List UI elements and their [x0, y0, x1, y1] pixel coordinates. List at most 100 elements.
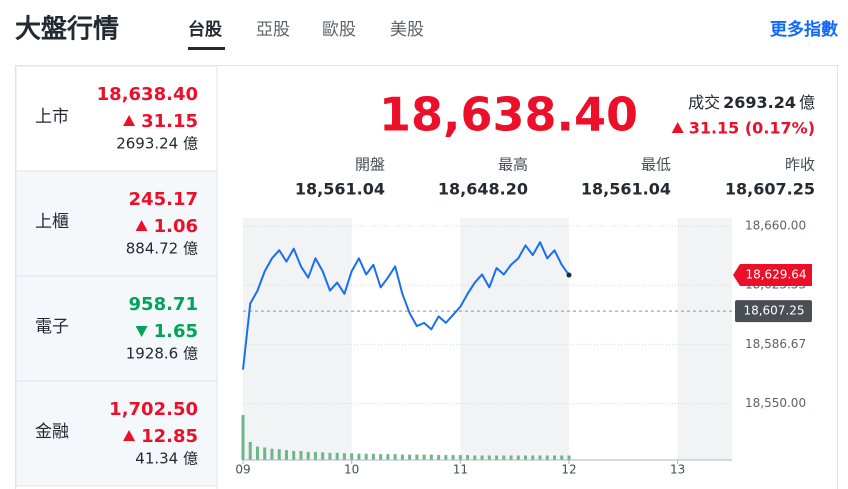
volume-bar: [466, 455, 470, 460]
turnover-volume: 2693.24: [723, 93, 796, 112]
volume-bar: [429, 454, 433, 460]
volume-bar: [422, 454, 426, 460]
volume-bar: [502, 455, 506, 460]
index-name: 上櫃: [35, 212, 69, 232]
stat-value: 18,607.25: [725, 180, 815, 199]
tab[interactable]: 亞股: [256, 20, 290, 40]
turnover-volume_label: 成交: [688, 93, 720, 112]
y-tick-label: 18,586.67: [745, 337, 806, 351]
index-row[interactable]: [15, 170, 218, 277]
stat-value: 18,648.20: [438, 180, 528, 199]
stat-label: 最高: [498, 156, 528, 174]
volume-bar: [321, 452, 325, 460]
volume-bar: [458, 455, 462, 460]
session-band: [460, 218, 569, 460]
stat-value: 18,561.04: [295, 180, 385, 199]
index-volume: 41.34 億: [135, 450, 198, 468]
volume-bar: [444, 455, 448, 460]
volume-bar: [393, 454, 397, 460]
volume-bar: [524, 455, 528, 460]
volume-bar: [357, 453, 361, 460]
main-price: 18,638.40: [379, 88, 638, 142]
volume-bar: [263, 447, 267, 460]
main-change: 31.15 (0.17%): [689, 119, 815, 138]
volume-bar: [473, 455, 477, 460]
index-change: 31.15: [141, 111, 198, 132]
more-link[interactable]: 更多指數: [770, 19, 838, 40]
session-band: [677, 218, 732, 460]
volume-bar: [567, 455, 571, 460]
tab[interactable]: 台股: [188, 19, 222, 40]
stat-label: 最低: [641, 156, 671, 174]
index-row[interactable]: [15, 275, 218, 382]
volume-bar: [415, 454, 419, 460]
volume-bar: [284, 450, 288, 460]
volume-bar: [560, 455, 564, 460]
page-title: 大盤行情: [15, 14, 119, 45]
index-row[interactable]: [15, 380, 218, 487]
y-tick-label: 18,660.00: [745, 219, 806, 233]
index-name: 電子: [35, 317, 69, 337]
x-tick-label: 10: [344, 463, 359, 477]
volume-bar: [350, 453, 354, 460]
stat-label: 開盤: [355, 156, 385, 174]
trend-arrow: [671, 122, 684, 133]
index-volume: 1928.6 億: [126, 345, 198, 363]
volume-bar: [480, 455, 484, 460]
trend-arrow: [123, 115, 136, 126]
prev-close-label: 18,607.25: [743, 304, 804, 318]
trend-arrow: [123, 430, 136, 441]
trend-arrow: [135, 220, 148, 231]
x-tick-label: 12: [561, 463, 576, 477]
volume-bar: [248, 442, 252, 460]
index-row[interactable]: [15, 65, 218, 172]
turnover-volume_unit: 億: [799, 93, 815, 112]
prev-close-tag: [735, 300, 812, 323]
volume-bar: [386, 454, 390, 460]
turnover: 成交 2693.24 億: [688, 93, 815, 112]
volume-bar: [277, 449, 281, 460]
volume-bar: [364, 453, 368, 460]
tab-underline: [188, 47, 225, 50]
volume-bar: [299, 451, 303, 460]
index-change: 1.65: [154, 321, 198, 342]
volume-bar: [371, 453, 375, 460]
volume-bar: [313, 451, 317, 460]
volume-bar: [335, 452, 339, 460]
volume-bar: [487, 455, 491, 460]
trend-arrow: [135, 326, 148, 337]
index-name: 金融: [35, 422, 69, 442]
volume-bar: [408, 454, 412, 460]
x-tick-label: 09: [235, 463, 250, 477]
volume-bar: [241, 415, 245, 460]
price-line: [242, 241, 570, 370]
index-name: 上市: [35, 107, 69, 127]
volume-bar: [451, 455, 455, 460]
tab[interactable]: 歐股: [322, 20, 356, 40]
tab[interactable]: 美股: [390, 20, 424, 40]
volume-bar: [531, 455, 535, 460]
last-price-label: 18,629.64: [745, 268, 806, 282]
volume-bar: [379, 454, 383, 460]
volume-bar: [270, 448, 274, 460]
stat-value: 18,561.04: [581, 180, 671, 199]
x-tick-label: 11: [453, 463, 468, 477]
volume-bar: [437, 455, 441, 460]
index-change: 12.85: [141, 426, 198, 447]
stat-label: 昨收: [785, 156, 815, 174]
volume-bar: [516, 455, 520, 460]
session-band: [243, 218, 352, 460]
volume-bar: [292, 451, 296, 460]
volume-bar: [509, 455, 513, 460]
index-price: 958.71: [129, 294, 198, 315]
index-price: 1,702.50: [109, 399, 198, 420]
last-price-tag: [733, 264, 812, 287]
volume-bar: [495, 455, 499, 460]
last-point: [566, 272, 572, 278]
volume-bar: [328, 452, 332, 460]
volume-bar: [400, 454, 404, 460]
volume-bar: [342, 453, 346, 460]
index-change: 1.06: [154, 216, 198, 237]
index-volume: 884.72 億: [126, 240, 198, 258]
